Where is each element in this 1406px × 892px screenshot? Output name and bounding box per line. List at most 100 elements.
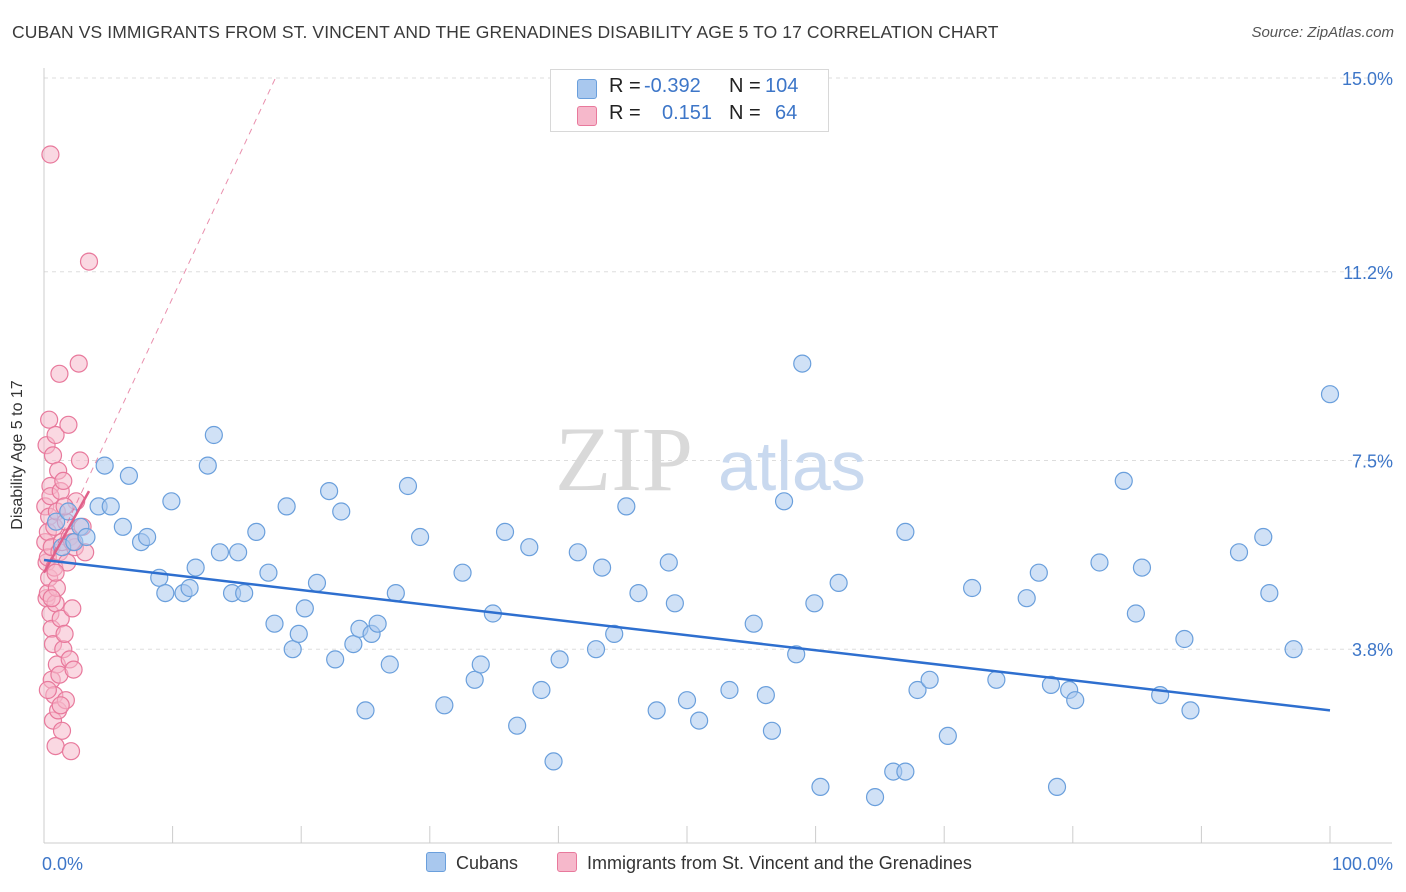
data-point-cubans <box>677 691 697 710</box>
legend-item-immigrants: Immigrants from St. Vincent and the Gren… <box>557 852 972 874</box>
r-value: 0.151 <box>662 102 713 124</box>
data-point-cubans <box>1175 629 1194 649</box>
data-point-cubans <box>435 696 454 715</box>
data-point-cubans <box>938 726 957 746</box>
data-point-cubans <box>1029 563 1048 582</box>
data-point-cubans <box>410 527 430 547</box>
trend-line-immigrants-extended <box>43 77 276 573</box>
data-point-cubans <box>987 670 1006 689</box>
data-point-cubans <box>1229 543 1249 562</box>
data-point-cubans <box>368 614 387 633</box>
data-point-immigrants <box>51 696 70 715</box>
data-point-cubans <box>356 701 375 720</box>
data-point-cubans <box>865 787 885 807</box>
n-value: 104 <box>765 75 799 97</box>
data-point-cubans <box>550 650 569 669</box>
data-point-cubans <box>204 425 223 445</box>
data-point-immigrants <box>40 410 59 429</box>
data-point-immigrants <box>46 563 65 582</box>
data-point-immigrants <box>59 415 78 434</box>
data-point-cubans <box>568 543 587 562</box>
data-point-cubans <box>793 354 812 373</box>
series-pink-points <box>36 145 99 761</box>
data-point-cubans <box>1320 385 1340 404</box>
data-point-cubans <box>1017 589 1036 608</box>
data-point-cubans <box>1114 471 1133 490</box>
x-tick-label: 100.0% <box>1332 854 1393 874</box>
y-tick-label: 11.2% <box>1343 263 1393 283</box>
data-point-cubans <box>1126 604 1145 623</box>
data-point-cubans <box>210 543 230 562</box>
data-point-cubans <box>605 624 624 644</box>
n-label: N = <box>729 102 761 124</box>
data-point-cubans <box>586 640 606 659</box>
data-point-cubans <box>896 762 915 781</box>
data-point-cubans <box>811 777 830 797</box>
data-point-cubans <box>471 655 490 674</box>
data-point-immigrants <box>69 354 88 373</box>
source-credit: Source: ZipAtlas.com <box>1251 24 1394 41</box>
data-point-cubans <box>1181 701 1200 720</box>
data-point-cubans <box>156 583 175 603</box>
gridlines <box>44 77 1392 650</box>
data-point-cubans <box>47 512 66 531</box>
data-point-cubans <box>756 685 775 705</box>
data-point-immigrants <box>63 599 82 618</box>
legend-swatch-pink <box>557 852 577 872</box>
r-label: R = <box>609 75 641 97</box>
y-tick-labels: 3.8% 7.5% 11.2% 15.0% <box>1342 69 1393 660</box>
data-point-cubans <box>774 492 794 511</box>
n-value: 64 <box>775 102 798 124</box>
data-point-cubans <box>326 650 345 669</box>
data-point-cubans <box>259 563 278 582</box>
y-tick-label: 3.8% <box>1352 640 1393 660</box>
trend-line-immigrants <box>42 490 91 574</box>
data-point-cubans <box>277 497 296 516</box>
data-point-cubans <box>453 563 472 582</box>
series-blue-points <box>47 354 1340 807</box>
data-point-immigrants <box>54 471 73 490</box>
data-point-cubans <box>544 752 563 771</box>
data-point-cubans <box>119 466 139 485</box>
data-point-cubans <box>532 680 551 700</box>
legend-item-cubans: Cubans <box>426 852 518 874</box>
watermark-zip: ZIP <box>555 408 693 510</box>
data-point-cubans <box>787 645 806 664</box>
y-tick-label: 7.5% <box>1352 452 1393 472</box>
legend-swatch-blue <box>577 79 597 99</box>
legend-row-immigrants: R = 0.151 N = 64 <box>551 102 828 128</box>
data-point-immigrants <box>46 425 65 445</box>
legend-swatch-pink <box>577 106 597 126</box>
legend-swatch-blue <box>426 852 446 872</box>
data-point-immigrants <box>70 451 90 470</box>
data-point-cubans <box>332 502 351 521</box>
data-point-cubans <box>1041 675 1061 695</box>
data-point-cubans <box>1132 558 1152 577</box>
data-point-cubans <box>186 558 205 577</box>
legend-label-cubans: Cubans <box>456 853 519 873</box>
data-point-cubans <box>77 527 96 547</box>
data-point-immigrants <box>38 680 57 700</box>
data-point-immigrants <box>64 660 83 679</box>
data-point-cubans <box>617 497 636 516</box>
data-point-cubans <box>465 670 484 689</box>
data-point-cubans <box>295 599 314 618</box>
data-point-cubans <box>744 614 763 633</box>
x-tick-label: 0.0% <box>42 854 83 874</box>
data-point-immigrants <box>79 252 99 271</box>
data-point-cubans <box>1066 691 1085 710</box>
data-point-cubans <box>247 522 266 542</box>
r-label: R = <box>609 102 641 124</box>
data-point-cubans <box>659 553 678 572</box>
data-point-cubans <box>592 558 612 577</box>
data-point-cubans <box>829 573 848 593</box>
data-point-cubans <box>920 670 939 689</box>
data-point-cubans <box>180 578 199 598</box>
n-label: N = <box>729 75 761 97</box>
data-point-immigrants <box>55 624 74 644</box>
legend-label-immigrants: Immigrants from St. Vincent and the Gren… <box>587 853 972 873</box>
data-point-cubans <box>307 573 327 593</box>
chart-title: CUBAN VS IMMIGRANTS FROM ST. VINCENT AND… <box>12 22 999 42</box>
data-point-cubans <box>162 492 181 511</box>
